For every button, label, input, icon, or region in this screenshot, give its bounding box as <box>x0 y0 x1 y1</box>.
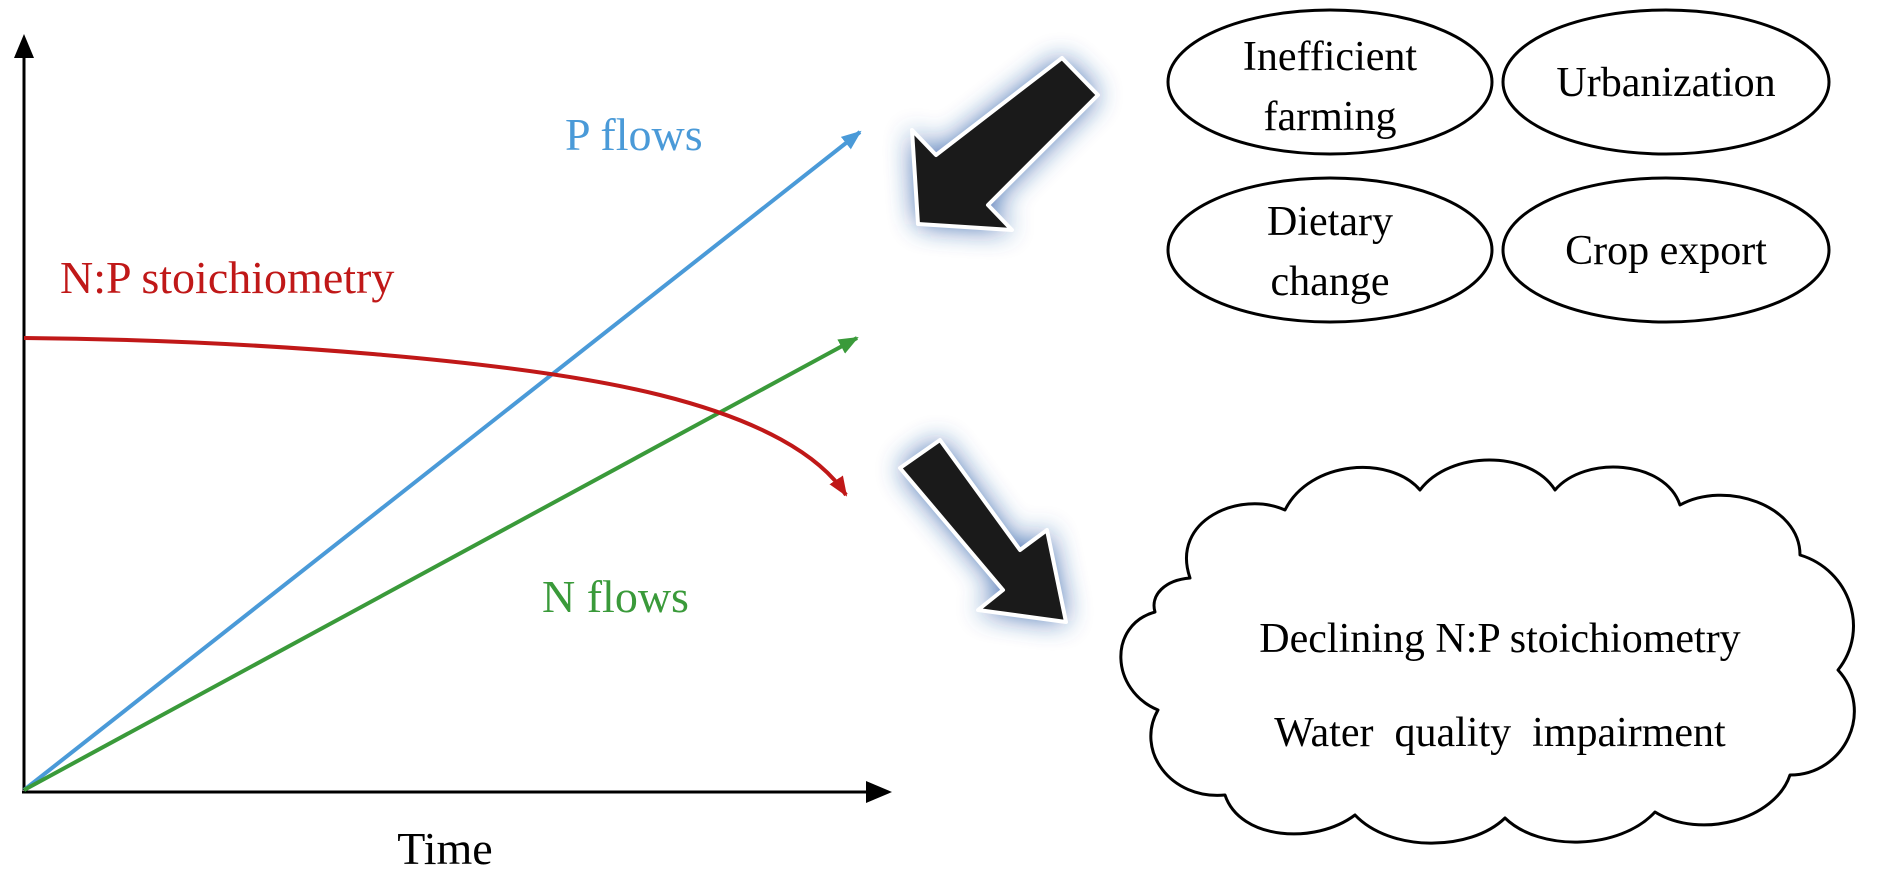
drivers: Inefficient farming Urbanization Dietary… <box>1166 8 1831 324</box>
driver-dietary-change-line1: Dietary <box>1267 199 1393 245</box>
driver-dietary-change-ellipse <box>1166 176 1494 324</box>
driver-dietary-change-line2: change <box>1271 259 1390 305</box>
curves: P flows N flows N:P stoichiometry <box>22 109 862 792</box>
driver-crop-export-label: Crop export <box>1565 228 1767 274</box>
arrow-down-left-icon <box>910 56 1100 232</box>
arrow-down-right-icon <box>898 438 1068 624</box>
arrow-from-drivers <box>910 56 1100 232</box>
consequence-declining-np: Declining N:P stoichiometry <box>1259 616 1740 662</box>
driver-crop-export-ellipse <box>1501 176 1831 324</box>
consequences-cloud: Declining N:P stoichiometry Water qualit… <box>1119 458 1856 845</box>
x-axis-arrowhead <box>866 781 892 803</box>
driver-urbanization-label: Urbanization <box>1556 60 1775 106</box>
driver-urbanization-ellipse <box>1501 8 1831 156</box>
np-stoichiometry-label: N:P stoichiometry <box>60 252 394 303</box>
driver-inefficient-farming-ellipse <box>1166 8 1494 156</box>
consequence-water-quality: Water quality impairment <box>1274 710 1726 756</box>
np-stoichiometry-curve <box>23 336 848 497</box>
arrow-to-consequences <box>898 438 1068 624</box>
p-flows-label: P flows <box>565 109 703 160</box>
n-flows-label: N flows <box>542 571 689 622</box>
x-axis-label: Time <box>397 823 492 874</box>
cloud-shape <box>1119 458 1856 845</box>
p-flows-line <box>22 130 862 792</box>
n-flows-line <box>23 336 859 792</box>
driver-inefficient-farming-line1: Inefficient <box>1243 34 1417 80</box>
driver-inefficient-farming-line2: farming <box>1264 94 1397 140</box>
y-axis-arrowhead <box>14 34 34 58</box>
axes: Time <box>14 34 892 874</box>
